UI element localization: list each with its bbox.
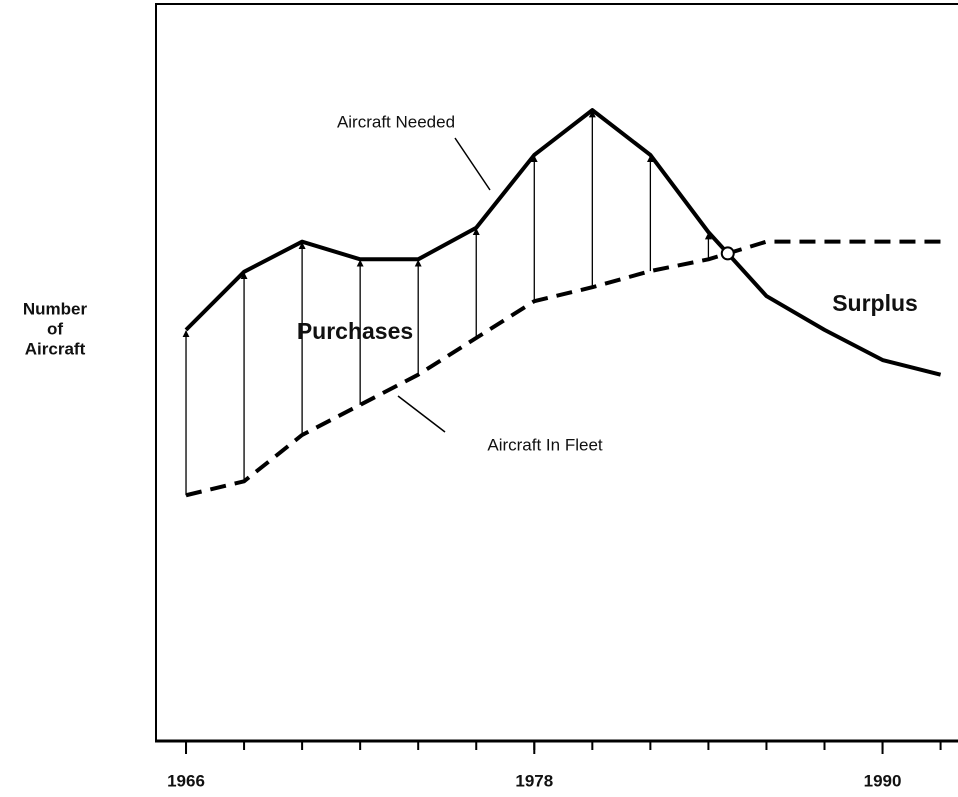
annotation: Purchases — [297, 318, 413, 344]
crossing-point — [720, 246, 735, 261]
series-line — [184, 108, 942, 377]
leader-line — [397, 395, 446, 433]
x-tick-label: 1966 — [167, 771, 205, 790]
series-line — [185, 239, 941, 498]
leader-line — [454, 137, 491, 191]
y-label: of — [47, 319, 63, 338]
y-label: Number — [23, 299, 88, 318]
x-tick-label: 1978 — [515, 771, 553, 790]
x-tick-label: 1990 — [864, 771, 902, 790]
series-label: Aircraft In Fleet — [487, 435, 603, 454]
series-label: Aircraft Needed — [337, 112, 455, 131]
annotation: Surplus — [832, 290, 918, 316]
y-label: Aircraft — [25, 339, 86, 358]
